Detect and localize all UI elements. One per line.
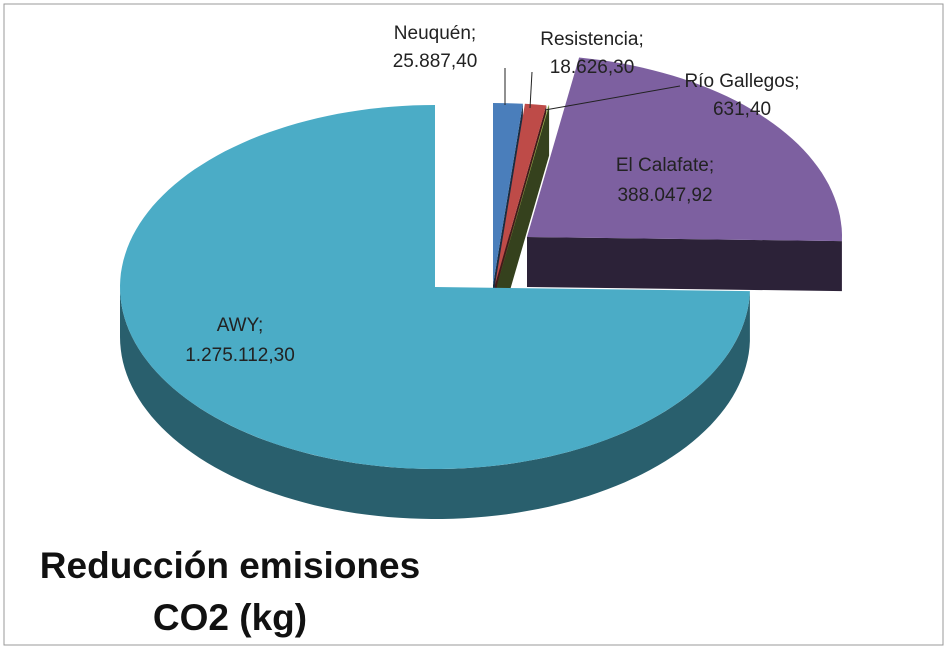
slice-category-label: Neuquén; — [394, 23, 476, 44]
labels: Neuquén; 25.887,40 Resistencia; 18.626,30 Rí… — [185, 23, 799, 366]
slice-value-label: 25.887,40 — [393, 51, 478, 72]
slice — [497, 105, 550, 286]
slice — [120, 105, 750, 469]
slice-value-label: 631,40 — [713, 99, 771, 120]
slice-value-label: 1.275.112,30 — [185, 345, 295, 366]
slice-side — [497, 105, 550, 335]
leader-line — [544, 85, 681, 111]
slice-side — [120, 287, 750, 519]
slice-category-label: Resistencia; — [540, 29, 644, 50]
slice — [493, 103, 523, 285]
slice — [527, 57, 842, 242]
slice-value-label: 18.626,30 — [550, 57, 635, 78]
slice-category-label: AWY; — [217, 315, 264, 336]
chart-title: Reducción emisiones CO2 (kg) — [39, 545, 421, 638]
slice-category-label: El Calafate; — [616, 155, 714, 176]
slice — [495, 103, 547, 285]
slice-category-label: Río Gallegos; — [684, 71, 799, 92]
slice-value-label: 388.047,92 — [617, 185, 712, 206]
slice-side — [527, 237, 842, 292]
slices — [120, 57, 842, 519]
leader-line — [529, 71, 533, 109]
